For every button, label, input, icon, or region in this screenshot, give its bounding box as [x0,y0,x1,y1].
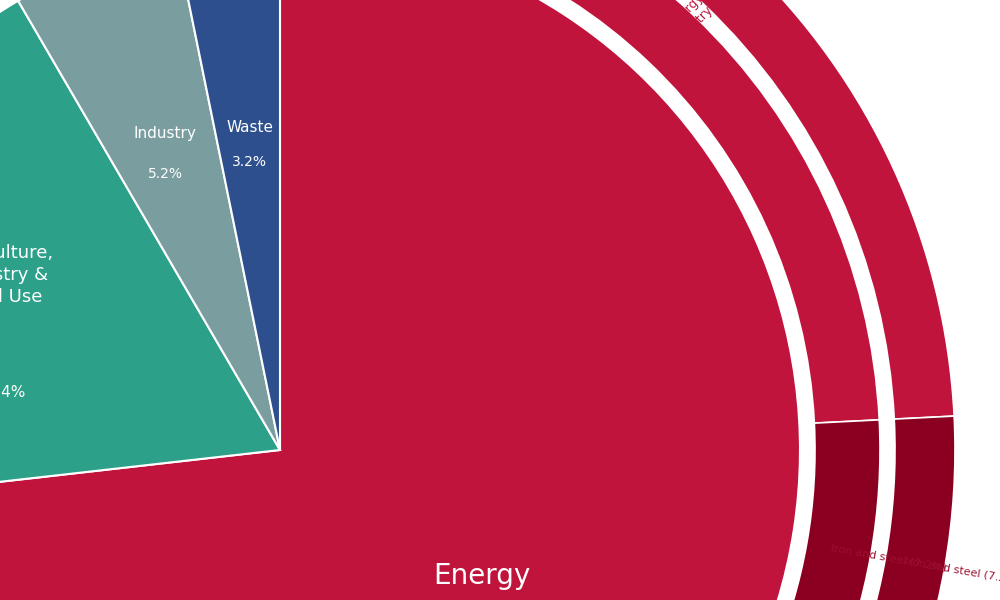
Wedge shape [176,0,280,450]
Wedge shape [18,0,280,450]
Wedge shape [280,0,954,419]
Text: 5.2%: 5.2% [148,167,183,181]
Text: 3.2%: 3.2% [232,155,267,169]
Wedge shape [0,0,800,600]
Text: Iron and steel (7.2%): Iron and steel (7.2%) [904,556,1000,586]
Wedge shape [846,416,955,600]
Wedge shape [0,1,280,509]
Text: Industry: Industry [134,126,197,141]
Text: Waste: Waste [226,120,273,135]
Wedge shape [280,0,879,423]
Wedge shape [772,420,880,600]
Text: Energy: Energy [433,562,530,590]
Text: Iron and steel (7.2%): Iron and steel (7.2%) [830,543,947,574]
Wedge shape [0,0,13,27]
Text: Agriculture,
Forestry &
Land Use: Agriculture, Forestry & Land Use [0,244,54,307]
Text: Energy use in
Industry (24.2%): Energy use in Industry (24.2%) [660,0,752,50]
Text: 18.4%: 18.4% [0,385,25,400]
